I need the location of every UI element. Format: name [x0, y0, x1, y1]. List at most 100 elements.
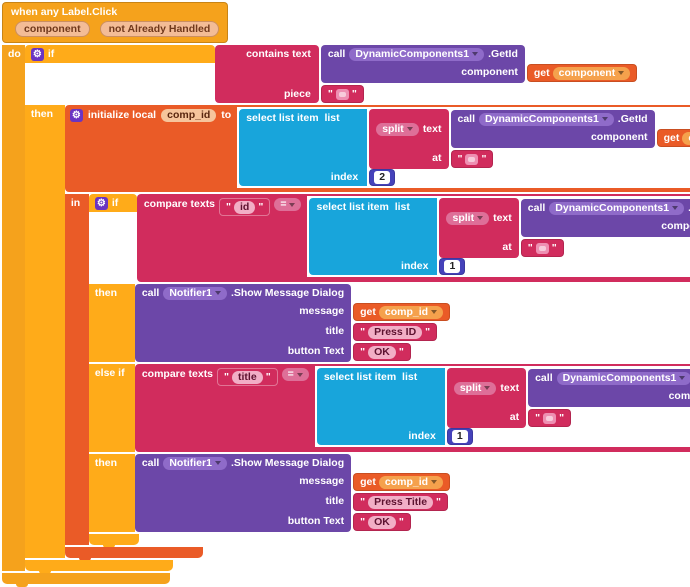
outer-if-bottom[interactable] — [25, 560, 173, 571]
outer-if-block[interactable]: ⚙ if contains text piece — [25, 45, 690, 571]
show-message-dialog-block[interactable]: call Notifier1 .Show Message Dialog — [135, 284, 450, 362]
then-label[interactable]: then — [89, 454, 135, 532]
compare-texts-block[interactable]: compare texts " id " — [137, 194, 690, 282]
show-message-dialog-block[interactable]: call Notifier1 .Show Message Dialog — [135, 454, 450, 532]
number-block[interactable]: 1 — [439, 258, 465, 275]
call-getid-block[interactable]: call DynamicComponents1 — [521, 199, 690, 237]
string-field[interactable]: title — [232, 371, 263, 384]
mutator-gear-icon[interactable]: ⚙ — [31, 48, 44, 61]
text-param-label: text — [423, 122, 442, 136]
component-dropdown[interactable]: Notifier1 — [163, 457, 227, 470]
method-label: .Show Message Dialog — [231, 456, 344, 470]
call-getid-block[interactable]: call DynamicComponents1 — [528, 369, 690, 407]
when-block-bottom[interactable] — [2, 573, 170, 584]
number-field[interactable]: 2 — [374, 171, 390, 184]
mutator-gear-icon[interactable]: ⚙ — [70, 109, 83, 122]
local-variable-name-field[interactable]: comp_id — [161, 109, 216, 122]
contains-text-label: contains text — [246, 48, 311, 60]
then-label[interactable]: then — [25, 105, 65, 558]
initialize-local-block[interactable]: ⚙ initialize local comp_id to — [65, 105, 690, 558]
string-field[interactable]: Press ID — [368, 326, 422, 339]
string-field[interactable]: id — [234, 201, 255, 214]
number-field[interactable]: 1 — [452, 430, 468, 443]
mutator-gear-icon[interactable]: ⚙ — [95, 197, 108, 210]
split-label: split — [382, 123, 404, 136]
compare-texts-block[interactable]: compare texts " title " — [135, 364, 690, 452]
split-block[interactable]: split text — [439, 198, 690, 258]
select-list-item-block[interactable]: select list item list index — [317, 368, 690, 445]
else-if-label[interactable]: else if — [89, 364, 135, 452]
emoji-string-block[interactable]: " " — [521, 239, 564, 257]
get-variable-dropdown[interactable]: component — [553, 67, 631, 80]
comparison-operator-dropdown[interactable]: = — [274, 198, 301, 211]
do-label[interactable]: do — [2, 45, 25, 571]
param-chip-not-already-handled[interactable]: not Already Handled — [100, 21, 220, 37]
quote-mark: " — [360, 345, 365, 359]
outer-if-header[interactable]: ⚙ if — [25, 45, 215, 63]
get-label: get — [360, 305, 376, 319]
get-variable-dropdown[interactable]: component — [682, 132, 690, 145]
get-label: get — [664, 131, 680, 145]
at-param-label: at — [369, 149, 448, 169]
component-param-label: component — [528, 387, 690, 407]
component-dropdown[interactable]: DynamicComponents1 — [349, 48, 484, 61]
call-label: call — [458, 112, 476, 126]
get-component-block[interactable]: get component — [527, 64, 637, 82]
number-field[interactable]: 1 — [444, 260, 460, 273]
speech-balloon-emoji-icon — [536, 243, 549, 254]
get-comp-id-block[interactable]: get comp_id — [353, 303, 450, 321]
string-field[interactable]: OK — [368, 346, 396, 359]
get-variable-dropdown[interactable]: comp_id — [379, 306, 443, 319]
string-field[interactable]: OK — [368, 516, 396, 529]
string-block-ok[interactable]: " OK " — [353, 513, 411, 531]
get-variable-dropdown[interactable]: comp_id — [379, 476, 443, 489]
string-block-ok[interactable]: " OK " — [353, 343, 411, 361]
number-block[interactable]: 2 — [369, 169, 395, 186]
component-dropdown[interactable]: Notifier1 — [163, 287, 227, 300]
quote-mark: " — [328, 87, 333, 101]
split-block[interactable]: split text — [369, 109, 690, 169]
initialize-local-header[interactable]: ⚙ initialize local comp_id to — [65, 105, 690, 192]
comparison-operator-dropdown[interactable]: = — [282, 368, 309, 381]
select-list-item-block[interactable]: select list item list index — [239, 109, 690, 186]
component-dropdown[interactable]: DynamicComponents1 — [479, 113, 614, 126]
component-name: Notifier1 — [169, 287, 212, 300]
call-getid-block[interactable]: call DynamicComponents1 .GetId component — [321, 45, 637, 83]
call-label: call — [142, 456, 160, 470]
initialize-local-bottom[interactable] — [65, 547, 203, 558]
emoji-string-block[interactable]: " " — [528, 409, 571, 427]
select-list-item-block[interactable]: select list item list index — [309, 198, 690, 275]
string-block-id[interactable]: " id " — [219, 198, 270, 216]
param-chip-component[interactable]: component — [15, 21, 90, 37]
speech-balloon-emoji-icon — [465, 154, 478, 165]
inner-if-header[interactable]: ⚙ if — [89, 194, 137, 212]
string-field[interactable]: Press Title — [368, 496, 433, 509]
in-label[interactable]: in — [65, 194, 89, 545]
split-block[interactable]: split text — [447, 368, 690, 428]
inner-if-bottom[interactable] — [89, 534, 139, 545]
quote-mark: " — [436, 495, 441, 509]
get-component-block[interactable]: get component — [657, 129, 690, 147]
number-block[interactable]: 1 — [447, 428, 473, 445]
component-dropdown[interactable]: DynamicComponents1 — [549, 202, 684, 215]
split-dropdown[interactable]: split — [454, 382, 497, 395]
when-block-header[interactable]: when any Label.Click component not Alrea… — [2, 2, 228, 43]
component-name: Notifier1 — [169, 457, 212, 470]
call-getid-block[interactable]: call DynamicComponents1 .GetId — [451, 110, 690, 148]
string-block-press-title[interactable]: " Press Title " — [353, 493, 448, 511]
contains-text-block[interactable]: contains text piece call DynamicCompon — [215, 45, 637, 103]
string-block-title[interactable]: " title " — [217, 368, 278, 386]
component-dropdown[interactable]: DynamicComponents1 — [557, 372, 690, 385]
title-param-label: title — [135, 492, 351, 512]
split-dropdown[interactable]: split — [376, 123, 419, 136]
then-label[interactable]: then — [89, 284, 135, 362]
dropdown-arrow-icon — [679, 376, 685, 380]
dropdown-arrow-icon — [431, 310, 437, 314]
split-dropdown[interactable]: split — [446, 212, 489, 225]
emoji-string-block[interactable]: " " — [321, 85, 364, 103]
inner-if-block[interactable]: ⚙ if compare texts — [89, 194, 690, 545]
emoji-string-block[interactable]: " " — [451, 150, 494, 168]
get-comp-id-block[interactable]: get comp_id — [353, 473, 450, 491]
string-block-press-id[interactable]: " Press ID " — [353, 323, 437, 341]
